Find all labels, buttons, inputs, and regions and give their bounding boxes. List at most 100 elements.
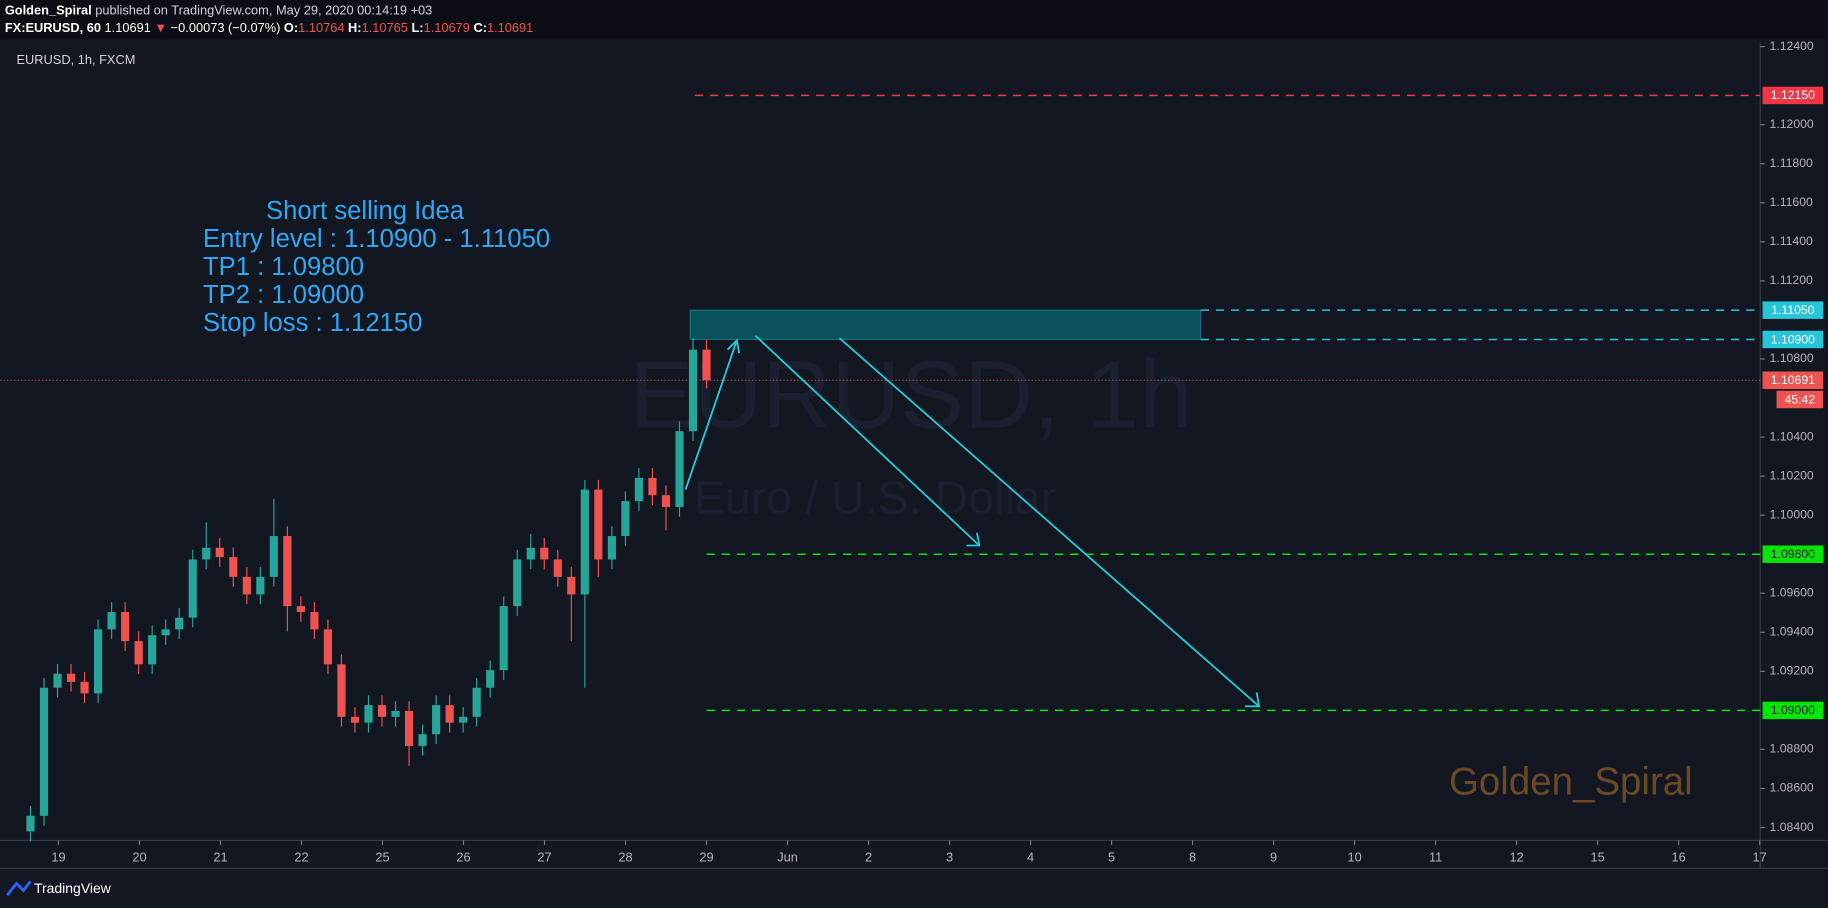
y-tick-label: 1.11400 [1770,234,1813,248]
candle-body [80,681,89,694]
candle-body [53,673,62,688]
axes: 1.12400 1.12000 1.11800 1.11600 1.11400 1.112… [51,39,1824,864]
candle-body [94,629,103,694]
annotation-line: TP2 : 1.09000 [203,281,364,309]
x-tick-label: 19 [51,849,65,864]
candle-body [540,547,549,560]
candles [26,337,711,842]
y-tick-label: 1.10000 [1770,507,1814,521]
y-tick-label: 1.12000 [1770,117,1814,131]
down-arrow: ▼ [154,21,167,36]
candle-body [418,734,427,746]
candle-body [256,576,265,595]
candle-body [337,664,346,717]
annotation-line: Short selling Idea [266,197,465,225]
x-tick-label: 20 [132,849,146,864]
candle-body [323,629,333,665]
arrow [838,337,1261,708]
arrow [684,338,741,490]
candle-body [310,611,319,630]
price-label-bg [1762,301,1824,319]
header-bar [0,0,1828,40]
ohlc-value: 1.10764 [298,21,344,36]
x-tick-label: 4 [1027,849,1034,864]
ohlc-key: O: [284,21,298,36]
candle-body [567,576,576,595]
candle-body [445,705,454,723]
candle-body [229,557,238,577]
candle-body [121,611,130,642]
candle-body [242,576,251,595]
candle-body [269,536,278,577]
x-tick-label: 15 [1590,849,1604,864]
candle-body [404,710,414,746]
candle-body [350,716,360,723]
price-label-bg [1762,701,1824,720]
y-tick-label: 1.09600 [1770,585,1814,599]
candle-body [459,716,468,723]
header-line-1: Golden_Spiral published on TradingView.c… [5,3,432,18]
x-tick-label: 2 [865,849,872,864]
logo-mark [6,880,32,897]
candle-body [702,349,711,381]
candle-body [215,547,224,558]
candle-body [377,705,387,717]
candle-body [432,705,441,735]
candle-body [499,606,508,671]
price-label: 1.09000 [1771,703,1815,717]
candle-body [134,641,143,665]
candle-body [621,501,630,537]
ohlc-value: 1.10691 [487,21,533,36]
arrows [684,335,1261,708]
signature: Golden_Spiral [1449,761,1693,804]
y-tick-label: 1.11200 [1770,273,1813,287]
x-tick-label: 27 [537,849,551,864]
levels [0,94,1761,712]
ohlc-key: H: [348,21,362,36]
candle-body [486,670,495,688]
y-tick-label: 1.11600 [1770,195,1813,209]
y-tick-label: 1.09200 [1770,664,1814,678]
price-label: 1.11050 [1771,303,1814,317]
ohlc-value: 1.10679 [424,21,470,36]
x-tick-label: 8 [1189,849,1196,864]
annotation-line: Stop loss : 1.12150 [203,309,422,337]
candle-body [580,489,589,595]
candle-body [594,489,603,560]
x-tick-label: 22 [294,849,308,864]
candle-body [661,495,671,507]
x-tick-label: 29 [699,849,713,864]
header-line-2: FX:EURUSD, 60 1.10691 ▼ −0.00073 (−0.07%… [5,21,533,36]
watermark: EURUSD, 1h [630,341,1193,448]
candle-body [688,349,698,432]
y-tick-label: 1.08600 [1770,781,1814,795]
annotation-line: TP1 : 1.09800 [203,253,364,281]
x-tick-label: 26 [456,849,470,864]
candle-body [107,611,116,630]
watermark-subtitle: Euro / U.S. Dollar [694,472,1057,524]
y-tick-label: 1.10400 [1770,429,1814,443]
x-tick-label: 16 [1671,849,1685,864]
candle-body [66,673,76,682]
y-tick-label: 1.10200 [1770,468,1814,482]
candle-body [607,536,616,560]
price-label-bg [1762,545,1824,563]
ohlc-value: 1.10765 [362,21,408,36]
price-label: 1.09800 [1771,547,1815,561]
brand: TradingView [34,880,112,896]
countdown: 45:42 [1785,392,1816,406]
price-label: 1.10691 [1771,373,1815,387]
annotation-line: Entry level : 1.10900 - 1.11050 [203,225,550,253]
price-label: 1.12150 [1771,88,1815,102]
y-tick-label: 1.12400 [1770,39,1814,53]
countdown-bg [1776,390,1824,409]
candle-body [175,617,184,630]
candle-body [513,559,522,607]
annotation: Short selling Idea Entry level : 1.10900… [203,197,550,337]
candle-body [648,477,657,496]
x-tick-label: 9 [1270,849,1277,864]
x-tick-label: 11 [1429,849,1442,864]
x-tick-label: 12 [1509,849,1523,864]
